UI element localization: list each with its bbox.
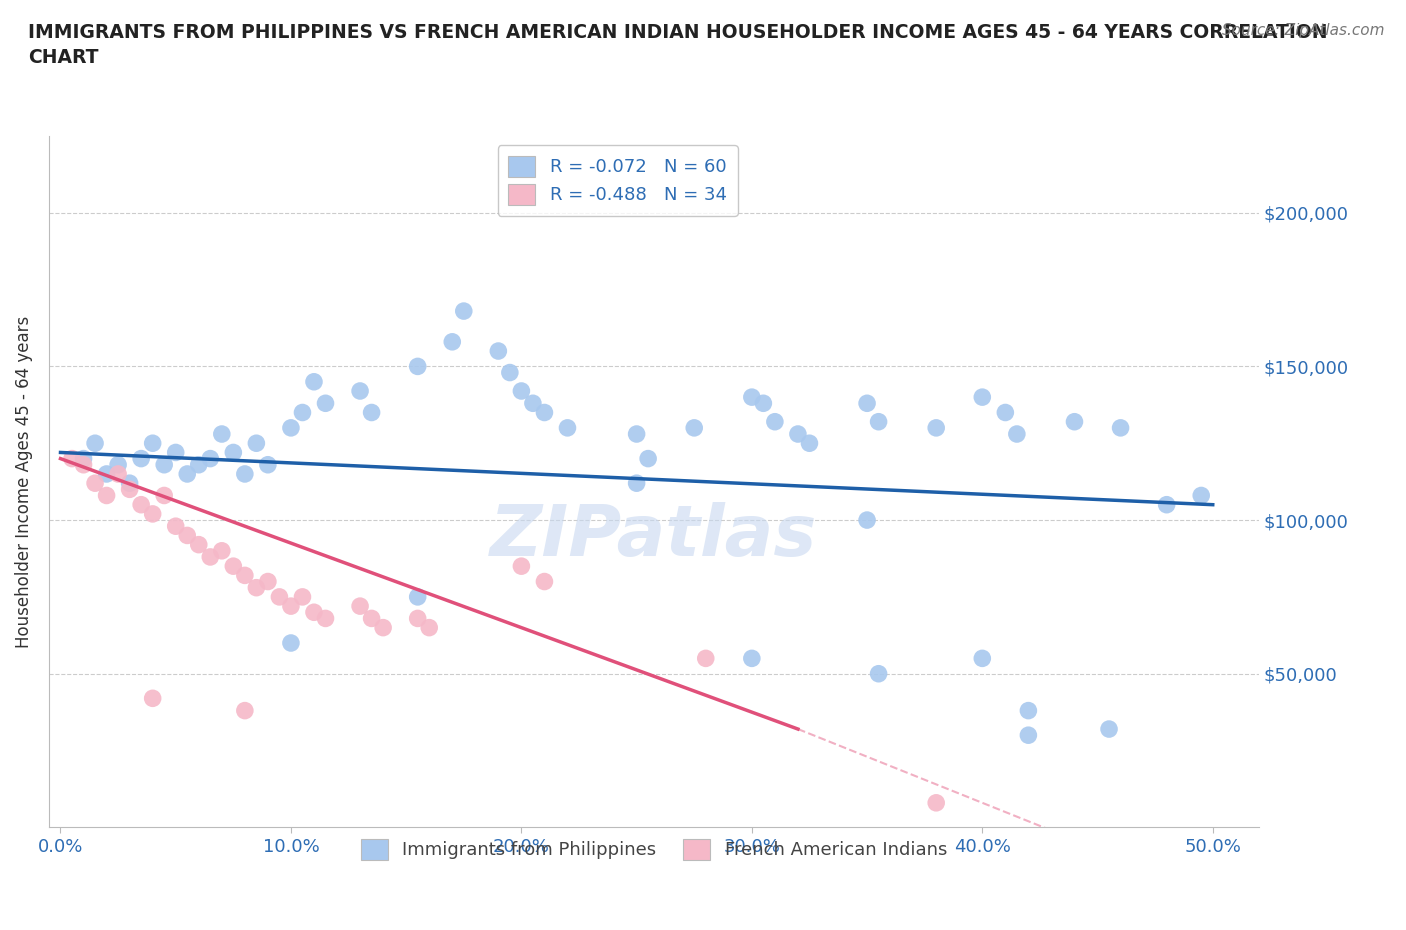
Point — [187, 538, 209, 552]
Point — [165, 519, 187, 534]
Point — [972, 651, 994, 666]
Point — [418, 620, 440, 635]
Point — [72, 451, 94, 466]
Point — [972, 390, 994, 405]
Point — [118, 482, 141, 497]
Point — [257, 458, 280, 472]
Point — [1156, 498, 1178, 512]
Point — [165, 445, 187, 460]
Point — [153, 488, 176, 503]
Point — [315, 396, 337, 411]
Point — [245, 580, 267, 595]
Point — [222, 559, 245, 574]
Point — [787, 427, 810, 442]
Point — [349, 599, 371, 614]
Point — [291, 590, 314, 604]
Text: IMMIGRANTS FROM PHILIPPINES VS FRENCH AMERICAN INDIAN HOUSEHOLDER INCOME AGES 45: IMMIGRANTS FROM PHILIPPINES VS FRENCH AM… — [28, 23, 1327, 67]
Point — [856, 512, 879, 527]
Point — [176, 528, 198, 543]
Point — [925, 420, 948, 435]
Point — [129, 451, 152, 466]
Point — [233, 568, 256, 583]
Point — [280, 635, 302, 650]
Point — [557, 420, 579, 435]
Point — [741, 390, 763, 405]
Point — [107, 458, 129, 472]
Point — [1017, 703, 1039, 718]
Point — [257, 574, 280, 589]
Point — [868, 414, 890, 429]
Point — [107, 467, 129, 482]
Point — [142, 507, 165, 522]
Point — [280, 599, 302, 614]
Point — [129, 498, 152, 512]
Point — [626, 476, 648, 491]
Point — [406, 359, 429, 374]
Point — [683, 420, 706, 435]
Point — [499, 365, 522, 380]
Point — [1109, 420, 1132, 435]
Point — [302, 375, 325, 390]
Point — [291, 405, 314, 420]
Point — [799, 436, 821, 451]
Point — [200, 550, 222, 565]
Point — [142, 691, 165, 706]
Point — [626, 427, 648, 442]
Point — [510, 383, 533, 398]
Point — [349, 383, 371, 398]
Point — [1005, 427, 1028, 442]
Point — [233, 703, 256, 718]
Point — [96, 488, 118, 503]
Point — [72, 458, 94, 472]
Point — [118, 476, 141, 491]
Text: ZIPatlas: ZIPatlas — [491, 502, 818, 571]
Point — [522, 396, 544, 411]
Point — [269, 590, 291, 604]
Point — [211, 543, 233, 558]
Point — [868, 666, 890, 681]
Point — [925, 795, 948, 810]
Point — [453, 303, 475, 318]
Point — [142, 436, 165, 451]
Y-axis label: Householder Income Ages 45 - 64 years: Householder Income Ages 45 - 64 years — [15, 315, 32, 648]
Point — [1098, 722, 1121, 737]
Point — [406, 611, 429, 626]
Point — [763, 414, 786, 429]
Point — [302, 604, 325, 619]
Point — [1189, 488, 1212, 503]
Point — [441, 335, 464, 350]
Point — [1017, 728, 1039, 743]
Point — [96, 467, 118, 482]
Point — [153, 458, 176, 472]
Text: Source: ZipAtlas.com: Source: ZipAtlas.com — [1222, 23, 1385, 38]
Point — [406, 590, 429, 604]
Point — [233, 467, 256, 482]
Point — [176, 467, 198, 482]
Point — [84, 436, 107, 451]
Point — [280, 420, 302, 435]
Point — [752, 396, 775, 411]
Point — [60, 451, 83, 466]
Point — [371, 620, 394, 635]
Legend: Immigrants from Philippines, French American Indians: Immigrants from Philippines, French Amer… — [353, 831, 955, 867]
Point — [856, 396, 879, 411]
Point — [315, 611, 337, 626]
Point — [222, 445, 245, 460]
Point — [994, 405, 1017, 420]
Point — [510, 559, 533, 574]
Point — [360, 611, 382, 626]
Point — [200, 451, 222, 466]
Point — [533, 574, 555, 589]
Point — [486, 343, 509, 358]
Point — [211, 427, 233, 442]
Point — [1063, 414, 1085, 429]
Point — [637, 451, 659, 466]
Point — [84, 476, 107, 491]
Point — [695, 651, 717, 666]
Point — [187, 458, 209, 472]
Point — [741, 651, 763, 666]
Point — [245, 436, 267, 451]
Point — [533, 405, 555, 420]
Point — [360, 405, 382, 420]
